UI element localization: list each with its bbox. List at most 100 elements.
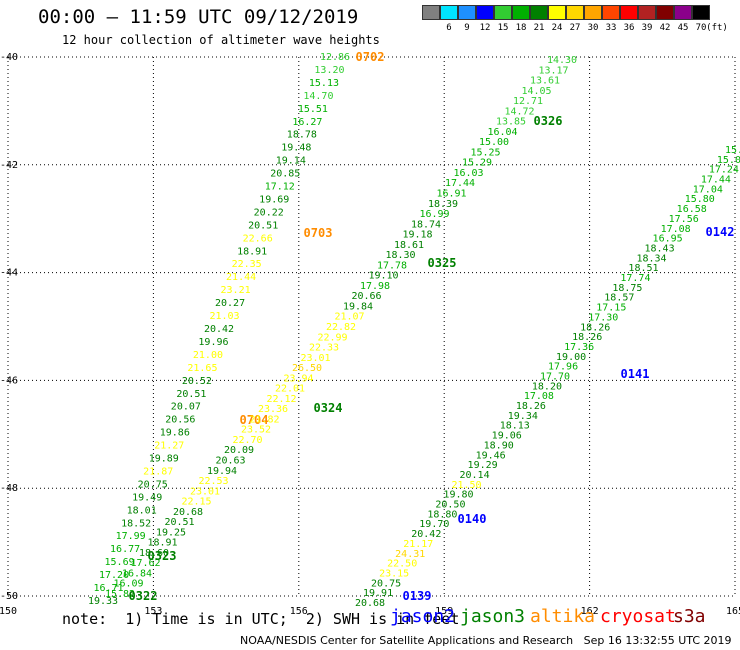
legend-swatch (422, 5, 440, 20)
wave-height-value: 14.72 (504, 106, 534, 117)
wave-height-value: 19.00 (556, 352, 586, 363)
wave-height-value: 13.61 (530, 76, 560, 87)
wave-height-value: 21.50 (451, 480, 481, 491)
wave-height-value: 20.07 (171, 402, 201, 413)
wave-height-value: 17.24 (709, 165, 739, 176)
wave-height-value: 22.66 (243, 233, 273, 244)
wave-height-value: 13.17 (538, 65, 568, 76)
wave-height-value: 21.00 (193, 350, 223, 361)
wave-height-value: 20.42 (411, 529, 441, 540)
legend-swatch (674, 5, 692, 20)
wave-height-value: 22.12 (266, 394, 296, 405)
legend-label: 70 (695, 23, 707, 33)
wave-height-value: 19.70 (419, 519, 449, 530)
legend-label: 36 (623, 23, 635, 33)
latitude-tick-label: -44 (0, 268, 18, 279)
wave-height-value: 20.14 (460, 470, 490, 481)
wave-height-value: 22.99 (317, 332, 347, 343)
wave-height-value: 16.03 (453, 168, 483, 179)
wave-height-value: 19.10 (368, 271, 398, 282)
wave-height-value: 20.51 (164, 517, 194, 528)
wave-height-value: 22.15 (181, 497, 211, 508)
wave-height-value: 18.91 (147, 538, 177, 549)
longitude-tick-label: 162 (581, 606, 599, 617)
wave-height-value: 16.91 (436, 189, 466, 200)
wave-height-value: 19.06 (492, 431, 522, 442)
wave-height-value: 24.31 (395, 549, 425, 560)
wave-height-value: 15.82 (105, 589, 135, 600)
wave-height-value: 19.96 (198, 337, 228, 348)
wave-height-value: 17.15 (596, 303, 626, 314)
wave-height-value: 13.85 (496, 117, 526, 128)
legend-swatch (620, 5, 638, 20)
wave-height-value: 16.99 (419, 209, 449, 220)
satellite-label-jason2: jason2 (390, 606, 456, 627)
wave-height-value: 21.44 (226, 272, 256, 283)
wave-height-value: 19.25 (156, 527, 186, 538)
legend-label: 21 (533, 23, 545, 33)
wave-height-value: 22.82 (326, 322, 356, 333)
legend-label: 33 (605, 23, 617, 33)
latitude-tick-label: -48 (0, 483, 18, 494)
wave-height-value: 18.26 (580, 322, 610, 333)
satellite-label-cryosat: cryosat (600, 606, 676, 627)
wave-height-value: 19.14 (276, 156, 306, 167)
wave-height-value: 23.36 (258, 404, 288, 415)
wave-height-value: 17.62 (130, 558, 160, 569)
pass-time-label: 0703 (304, 226, 333, 240)
wave-height-value: 17.98 (360, 281, 390, 292)
legend-swatch (548, 5, 566, 20)
wave-height-value: 16.95 (653, 234, 683, 245)
wave-height-value: 15.80 (685, 194, 715, 205)
wave-height-value: 12.86 (320, 52, 350, 63)
satellite-label-jason3: jason3 (460, 606, 526, 627)
legend-label: 15 (497, 23, 509, 33)
pass-time-label: 0326 (534, 114, 563, 128)
legend-label: 30 (587, 23, 599, 33)
wave-height-value: 16.71 (93, 583, 123, 594)
wave-height-value: 22.70 (232, 435, 262, 446)
pass-time-label: 0322 (129, 589, 158, 603)
latitude-tick-label: -42 (0, 160, 18, 171)
wave-height-value: 15.13 (309, 78, 339, 89)
wave-height-value: 18.39 (428, 199, 458, 210)
wave-height-value: 19.69 (259, 194, 289, 205)
legend-swatch (602, 5, 620, 20)
wave-height-value: 19.34 (508, 411, 538, 422)
wave-height-value: 13.20 (314, 65, 344, 76)
legend-swatch (638, 5, 656, 20)
wave-height-value: 20.52 (182, 376, 212, 387)
wave-height-value: 17.70 (540, 372, 570, 383)
wave-height-value: 18.30 (385, 250, 415, 261)
wave-height-value: 15.04 (717, 155, 740, 166)
wave-height-value: 19.46 (476, 450, 506, 461)
wave-height-value: 15.69 (105, 557, 135, 568)
legend-label: 42 (659, 23, 671, 33)
wave-height-value: 18.52 (121, 518, 151, 529)
legend-swatch (656, 5, 674, 20)
legend-swatch (458, 5, 476, 20)
legend-label: 24 (551, 23, 563, 33)
wave-height-value: 16.58 (677, 204, 707, 215)
pass-time-label: 0704 (240, 413, 269, 427)
wave-height-value: 23.01 (300, 353, 330, 364)
latitude-tick-label: -50 (0, 591, 18, 602)
wave-height-value: 19.80 (443, 490, 473, 501)
wave-height-value: 23.52 (241, 425, 271, 436)
wave-height-value: 20.50 (435, 500, 465, 511)
legend-swatch (692, 5, 710, 20)
wave-height-value: 15.25 (470, 147, 500, 158)
wave-height-value: 17.08 (661, 224, 691, 235)
pass-time-label: 0325 (428, 256, 457, 270)
wave-height-value: 17.04 (693, 184, 723, 195)
wave-height-value: 20.85 (270, 169, 300, 180)
wave-height-value: 15.29 (462, 158, 492, 169)
wave-height-value: 17.44 (445, 178, 475, 189)
latitude-tick-label: -40 (0, 52, 18, 63)
wave-height-value: 19.29 (468, 460, 498, 471)
wave-height-value: 18.61 (394, 240, 424, 251)
wave-height-value: 17.12 (265, 182, 295, 193)
pass-time-label: 0142 (706, 225, 735, 239)
wave-height-value: 21.87 (143, 466, 173, 477)
